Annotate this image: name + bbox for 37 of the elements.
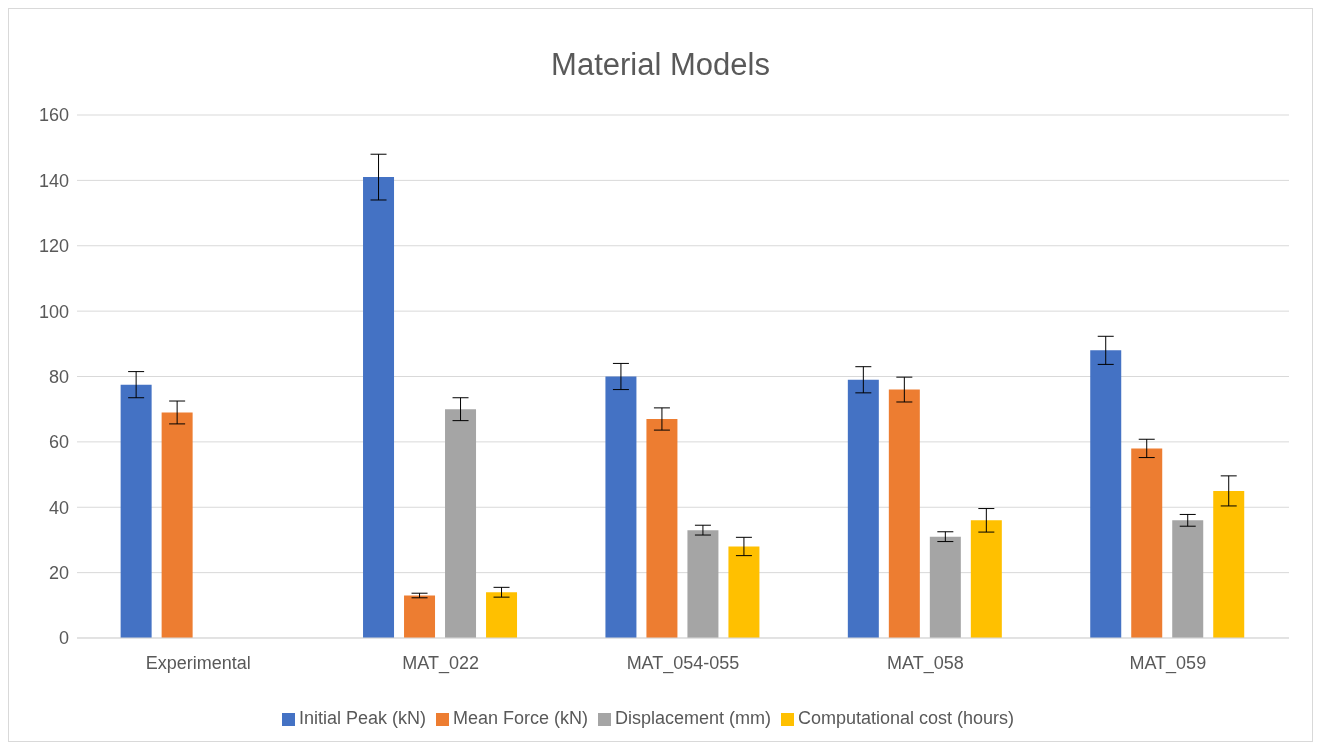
bar xyxy=(120,384,152,638)
y-tick-label: 80 xyxy=(48,366,69,387)
x-tick-label: MAT_022 xyxy=(402,652,479,674)
y-tick-label: 60 xyxy=(48,432,69,453)
bar xyxy=(445,409,477,638)
chart-title: Material Models xyxy=(550,46,771,84)
legend-label: Displacement (mm) xyxy=(614,708,771,728)
bar xyxy=(929,536,961,638)
legend-label: Initial Peak (kN) xyxy=(298,708,426,728)
legend-label: Computational cost (hours) xyxy=(798,708,1015,728)
bar xyxy=(1172,520,1204,638)
bar xyxy=(847,379,879,638)
bar xyxy=(970,520,1002,638)
y-tick-label: 20 xyxy=(48,563,69,584)
y-tick-label: 140 xyxy=(38,170,69,191)
x-tick-label: MAT_054-055 xyxy=(626,652,740,674)
x-tick-label: MAT_058 xyxy=(887,652,964,674)
bar xyxy=(1213,490,1245,638)
bar xyxy=(1090,350,1122,638)
bar xyxy=(363,177,395,638)
bar xyxy=(605,376,637,638)
bar xyxy=(161,412,193,638)
y-tick-label: 160 xyxy=(38,105,69,126)
y-tick-label: 0 xyxy=(58,628,69,649)
bar xyxy=(1131,448,1163,638)
bar xyxy=(646,418,678,638)
x-tick-label: Experimental xyxy=(145,652,251,673)
bar xyxy=(486,592,518,638)
bar xyxy=(687,530,719,638)
x-tick-label: MAT_059 xyxy=(1129,652,1207,674)
legend-label: Mean Force (kN) xyxy=(452,708,588,728)
bar xyxy=(404,595,436,638)
y-tick-label: 100 xyxy=(38,301,69,322)
y-tick-label: 120 xyxy=(38,236,69,257)
y-tick-label: 40 xyxy=(48,497,69,518)
bar xyxy=(888,389,920,638)
bar xyxy=(728,546,760,638)
